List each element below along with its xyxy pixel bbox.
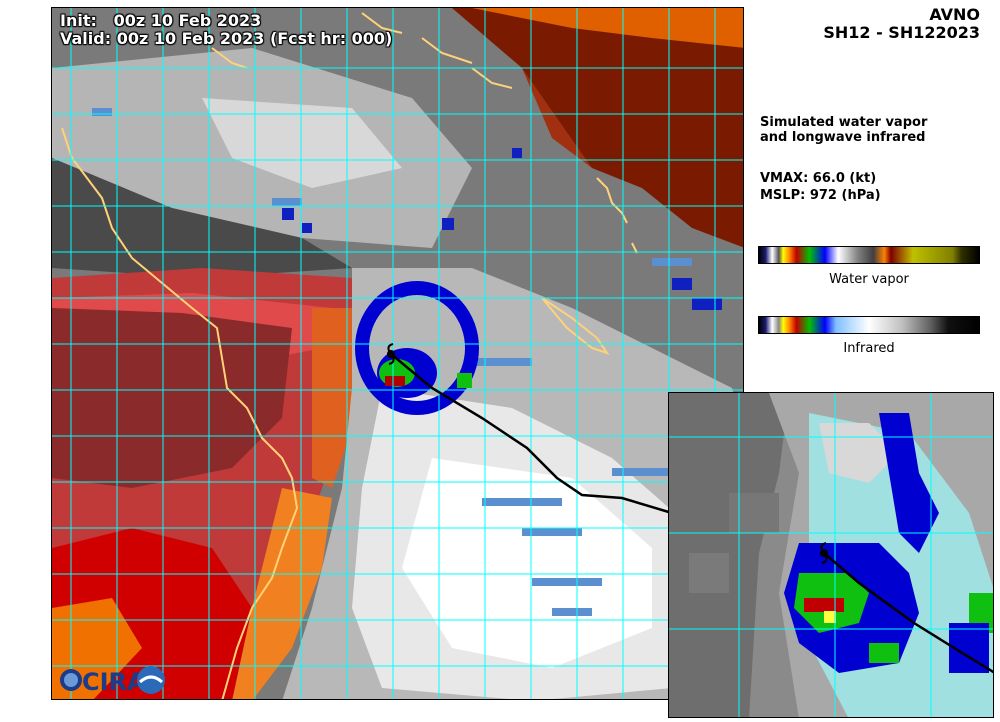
satellite-imagery bbox=[52, 8, 743, 699]
inset-storm-track bbox=[823, 552, 993, 674]
cira-logo-text: CIRA bbox=[82, 668, 146, 696]
storm-id: SH12 - SH122023 bbox=[823, 23, 980, 42]
mslp-value: MSLP: 972 (hPa) bbox=[760, 188, 881, 203]
cira-logo: CIRA bbox=[60, 666, 165, 696]
vmax-value: VMAX: 66.0 (kt) bbox=[760, 171, 877, 186]
storm-track bbox=[390, 353, 673, 515]
description-line-2: and longwave infrared bbox=[760, 130, 926, 145]
description-line-1: Simulated water vapor bbox=[760, 115, 928, 130]
valid-time-label: Valid: 00z 10 Feb 2023 (Fcst hr: 000) bbox=[60, 29, 393, 48]
model-name: AVNO bbox=[929, 5, 980, 24]
water-vapor-colorbar-label: Water vapor bbox=[829, 272, 909, 287]
zoomed-inset-map bbox=[668, 392, 994, 718]
inset-tropical-cyclone-icon bbox=[820, 542, 828, 564]
init-time-label: Init: 00z 10 Feb 2023 bbox=[60, 11, 262, 30]
water-vapor-colorbar bbox=[758, 246, 980, 264]
inset-imagery bbox=[669, 393, 993, 717]
infrared-colorbar-label: Infrared bbox=[843, 341, 895, 356]
infrared-colorbar bbox=[758, 316, 980, 334]
satellite-map bbox=[51, 7, 744, 700]
tropical-cyclone-icon bbox=[387, 343, 395, 365]
